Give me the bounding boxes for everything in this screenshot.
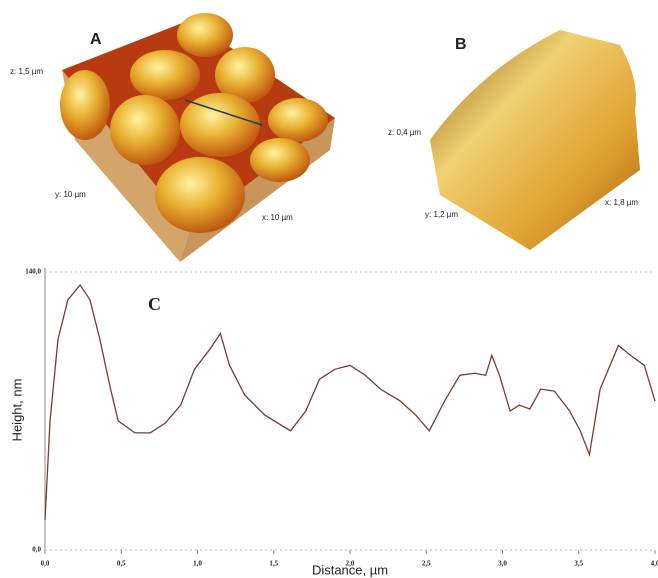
axis-label: z: 1,5 µm <box>10 67 43 76</box>
x-tick-label: 0,5 <box>117 560 126 568</box>
x-tick-label: 1,0 <box>193 560 202 568</box>
y-tick-label: 0,0 <box>32 546 41 554</box>
figure: A z: 1,5 µm y: 10 µm x: 10 µm B z: 0,4 µ… <box>0 0 658 578</box>
axis-label: z: 0,4 µm <box>388 128 421 137</box>
x-tick-label: 4,0 <box>651 560 658 568</box>
axis-label: x: 10 µm <box>262 213 293 222</box>
afm-image-b: B z: 0,4 µm y: 1,2 µm x: 1,8 µm <box>388 30 640 250</box>
axis-label: y: 1,2 µm <box>425 210 458 219</box>
axis-label: x: 1,8 µm <box>605 198 638 207</box>
x-tick-label: 3,5 <box>574 560 583 568</box>
y-tick-label: 140,0 <box>25 268 41 276</box>
chart-title: C <box>148 294 161 314</box>
line-series <box>45 285 655 520</box>
panel-label: A <box>90 31 102 48</box>
afm-image-a: A z: 1,5 µm y: 10 µm x: 10 µm <box>10 13 335 262</box>
x-tick-label: 2,0 <box>346 560 355 568</box>
x-tick-label: 0,0 <box>41 560 50 568</box>
y-axis-label: Height, nm <box>9 379 24 442</box>
x-tick-label: 1,5 <box>269 560 278 568</box>
panel-label: B <box>455 36 467 53</box>
x-tick-label: 2,5 <box>422 560 431 568</box>
x-tick-label: 3,0 <box>498 560 507 568</box>
axis-label: y: 10 µm <box>55 190 86 199</box>
